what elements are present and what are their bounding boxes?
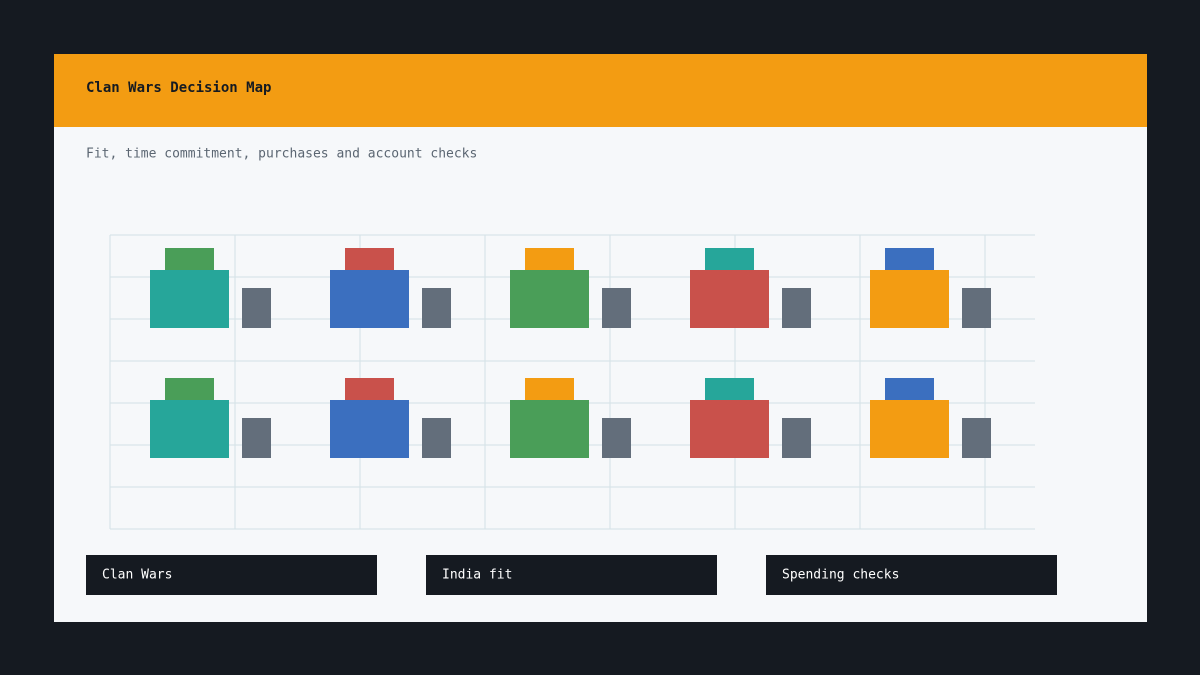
title: Clan Wars Decision Map [86, 80, 271, 96]
block-group [510, 248, 631, 328]
label-box [86, 555, 377, 595]
block-group [870, 248, 991, 328]
label-box [426, 555, 717, 595]
label: India fit [442, 568, 512, 583]
block-row [150, 248, 991, 328]
subtitle: Fit, time commitment, purchases and acco… [86, 147, 477, 162]
block-group [690, 248, 811, 328]
header-bar [54, 54, 1147, 127]
label-box [766, 555, 1057, 595]
block-group [150, 248, 271, 328]
block-group [330, 248, 451, 328]
label: Clan Wars [102, 568, 172, 583]
label: Spending checks [782, 568, 899, 583]
card [54, 54, 1147, 622]
